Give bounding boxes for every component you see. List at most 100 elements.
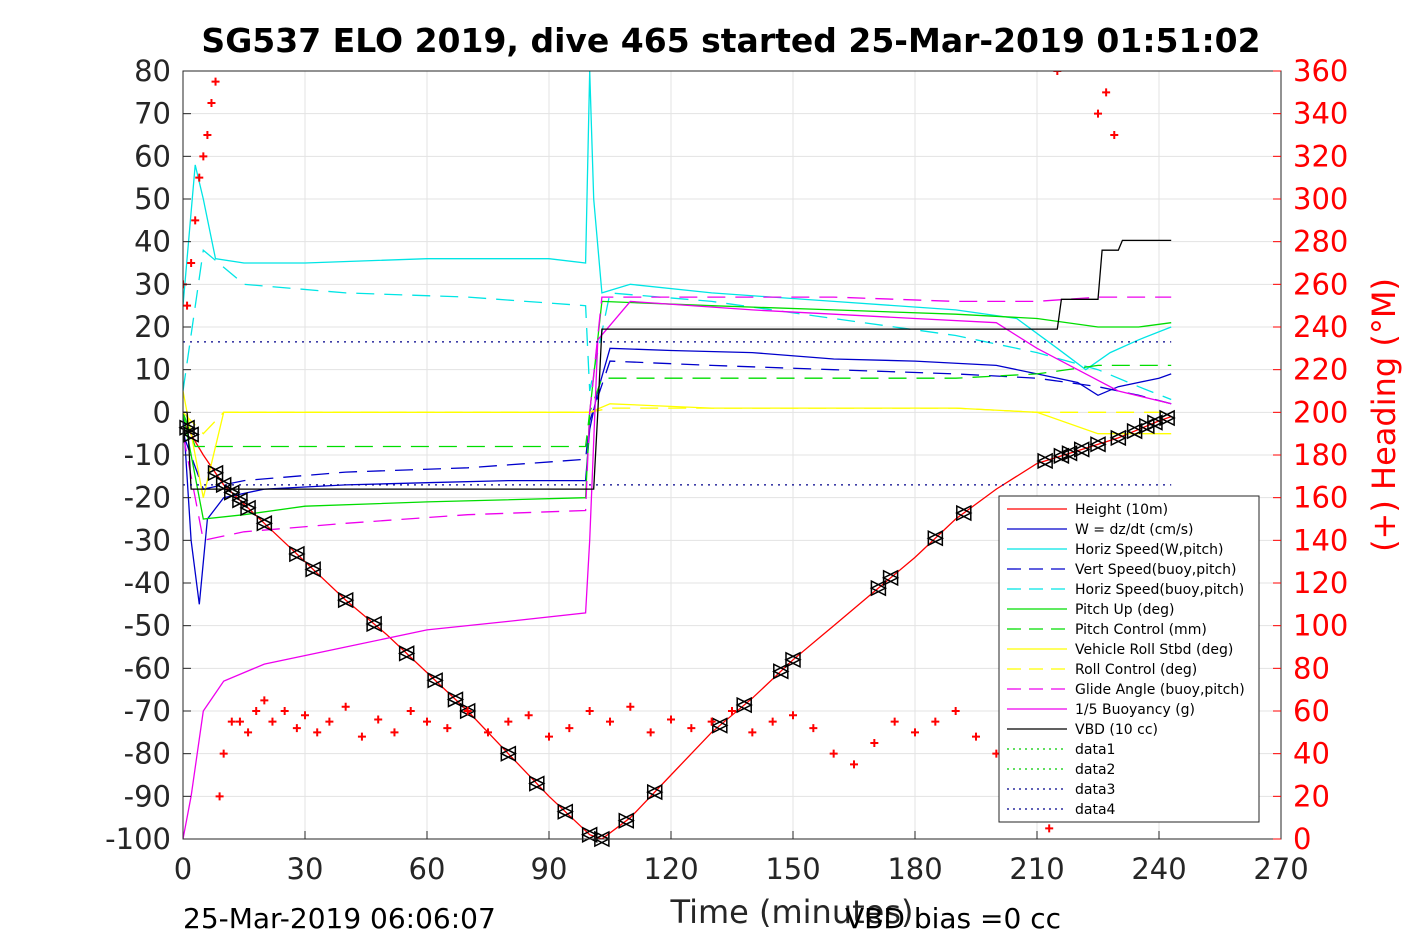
heading-point	[545, 732, 553, 741]
legend-box	[998, 495, 1260, 823]
heading-point	[268, 717, 277, 726]
heading-point	[374, 715, 383, 724]
heading-point	[707, 717, 716, 726]
y-left-tick-label: 30	[134, 267, 171, 301]
legend-label: W = dz/dt (cm/s)	[1075, 522, 1194, 538]
heading-point	[1053, 71, 1062, 75]
dive-marker-left	[239, 499, 256, 517]
legend-label: Horiz Speed(buoy,pitch)	[1075, 582, 1244, 598]
heading-point	[484, 728, 492, 737]
dive-marker-left	[955, 504, 972, 522]
dive-marker-left	[528, 775, 545, 792]
x-tick-label: 270	[1253, 852, 1308, 886]
heading-point	[443, 724, 452, 733]
heading-point	[606, 717, 614, 726]
dive-marker-left	[214, 476, 232, 494]
legend-label: Vehicle Roll Stbd (deg)	[1075, 642, 1233, 658]
dive-marker-left	[869, 579, 887, 597]
x-tick-label: 120	[643, 852, 698, 886]
dive-marker-left	[426, 672, 443, 689]
dive-marker-left	[446, 691, 464, 708]
legend-label: 1/5 Buoyancy (g)	[1075, 702, 1195, 718]
heading-point	[585, 707, 594, 715]
footer-timestamp: 25-Mar-2019 06:06:07	[183, 902, 496, 935]
heading-point	[972, 732, 980, 741]
dive-marker-left	[223, 484, 240, 501]
dive-marker-left	[646, 783, 663, 801]
dive-marker-left	[304, 561, 321, 578]
y-left-tick-label: -20	[124, 481, 171, 515]
footer-vbd-bias: VBD bias =0 cc	[845, 902, 1061, 935]
y-right-tick-label: 260	[1293, 267, 1348, 301]
heading-point	[325, 717, 334, 726]
dive-marker-left	[206, 464, 224, 482]
heading-point	[191, 216, 200, 225]
chart-title: SG537 ELO 2019, dive 465 started 25-Mar-…	[201, 21, 1260, 60]
dive-marker-left	[617, 812, 635, 829]
heading-point	[626, 702, 635, 711]
y-left-tick-label: 60	[134, 139, 171, 173]
dive-marker-left	[1089, 436, 1106, 453]
heading-point	[406, 707, 415, 715]
heading-point	[260, 696, 269, 705]
dive-marker-left	[178, 419, 195, 436]
heading-point	[768, 717, 777, 726]
x-axis-label: Time (minutes)	[670, 893, 914, 931]
y-left-tick-label: -90	[124, 779, 171, 813]
series-line-8	[183, 407, 1172, 435]
y-right-tick-label: 60	[1293, 694, 1330, 728]
legend-label: Pitch Up (deg)	[1075, 602, 1174, 618]
dive-marker-left	[1125, 422, 1143, 440]
heading-point	[227, 717, 236, 726]
dive-marker-left	[1036, 452, 1053, 470]
y-left-tick-label: 20	[134, 310, 171, 344]
series-line-3	[183, 360, 1172, 490]
y-left-tick-label: 80	[134, 54, 171, 88]
dive-marker-left	[926, 529, 944, 547]
y-left-tick-label: 70	[134, 97, 171, 131]
y-left-tick-label: -70	[124, 694, 171, 728]
legend-label: Pitch Control (mm)	[1075, 622, 1207, 638]
heading-point	[809, 724, 818, 733]
heading-point	[829, 749, 838, 758]
dive-marker-left	[1158, 409, 1175, 427]
heading-point	[252, 707, 261, 715]
heading-point	[183, 301, 192, 310]
y-right-tick-label: 40	[1293, 737, 1330, 771]
y-left-tick-label: -60	[124, 651, 171, 685]
legend-label: Height (10m)	[1075, 502, 1168, 518]
heading-point	[789, 711, 797, 720]
heading-point	[1094, 109, 1102, 118]
dive-marker-left	[711, 717, 728, 734]
legend-label: Vert Speed(buoy,pitch)	[1075, 562, 1237, 578]
heading-point	[1045, 824, 1054, 833]
heading-point	[870, 739, 879, 747]
series-line-10	[183, 300, 1172, 839]
x-tick-label: 210	[1009, 852, 1064, 886]
dive-marker-left	[1060, 445, 1078, 462]
y-right-tick-label: 20	[1293, 779, 1330, 813]
x-tick-label: 30	[287, 852, 324, 886]
x-tick-label: 0	[174, 852, 192, 886]
heading-point	[219, 749, 228, 758]
legend-label: Horiz Speed(W,pitch)	[1075, 542, 1223, 558]
y-left-tick-label: -10	[124, 438, 171, 472]
heading-point	[667, 715, 675, 724]
y-right-tick-label: 280	[1293, 225, 1348, 259]
heading-point	[235, 717, 244, 726]
y-right-tick-label: 200	[1293, 395, 1348, 429]
heading-point	[463, 707, 472, 715]
dive-marker-left	[772, 663, 789, 680]
legend-label: VBD (10 cc)	[1075, 722, 1158, 738]
y-right-tick-label: 360	[1293, 54, 1348, 88]
y-right-tick-label: 220	[1293, 353, 1348, 387]
heading-point	[1110, 131, 1119, 139]
y-left-tick-label: -80	[124, 737, 171, 771]
heading-point	[565, 724, 574, 733]
heading-point	[728, 707, 736, 715]
legend-label: Glide Angle (buoy,pitch)	[1075, 682, 1245, 698]
dive-marker-left	[499, 745, 517, 762]
y-left-tick-label: -30	[124, 523, 171, 557]
x-tick-label: 180	[887, 852, 942, 886]
